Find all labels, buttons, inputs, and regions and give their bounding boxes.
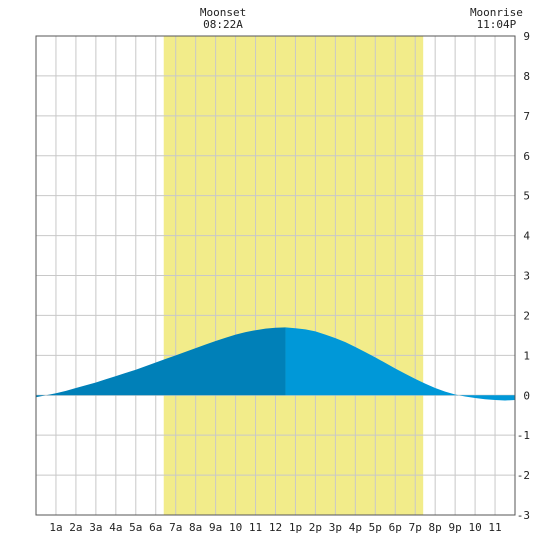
x-tick-label: 6p	[389, 521, 402, 534]
y-tick-label: 0	[523, 389, 530, 402]
y-axis-labels: -3 -2 -1 0 1 2 3 4 5 6 7 8 9	[517, 30, 531, 522]
grid	[36, 35, 515, 516]
x-tick-label: 12	[269, 521, 282, 534]
tide-area-falling	[285, 327, 515, 401]
x-tick-label: 4p	[349, 521, 362, 534]
y-tick-label: -1	[517, 429, 530, 442]
y-tick-label: 8	[523, 70, 530, 83]
y-tick-label: 7	[523, 110, 530, 123]
x-axis-labels: 1a 2a 3a 4a 5a 6a 7a 8a 9a 10 11 12 1p 2p 3p 4p 5p 6p 7p 8p…	[49, 521, 501, 534]
y-tick-label: 9	[523, 30, 530, 43]
y-tick-label: 3	[523, 270, 530, 283]
y-tick-label: 6	[523, 150, 530, 163]
x-tick-label: 4a	[109, 521, 122, 534]
y-tick-label: 5	[523, 190, 530, 203]
x-tick-label: 5a	[129, 521, 142, 534]
x-tick-label: 8p	[429, 521, 442, 534]
y-tick-label: -2	[517, 469, 530, 482]
x-tick-label: 10	[229, 521, 242, 534]
y-tick-label: 2	[523, 309, 530, 322]
y-tick-label: 4	[523, 230, 530, 243]
x-tick-label: 7p	[409, 521, 422, 534]
x-tick-label: 11	[488, 521, 501, 534]
y-tick-label: -3	[517, 509, 530, 522]
moon-event-name: Moonset	[200, 6, 246, 19]
tide-area-rising	[36, 327, 286, 398]
plot-frame	[35, 35, 516, 516]
x-tick-label: 11	[249, 521, 262, 534]
x-tick-label: 6a	[149, 521, 162, 534]
x-tick-label: 9a	[209, 521, 222, 534]
x-tick-label: 8a	[189, 521, 202, 534]
x-tick-label: 7a	[169, 521, 182, 534]
x-tick-label: 3p	[329, 521, 342, 534]
x-tick-label: 5p	[369, 521, 382, 534]
x-tick-label: 3a	[89, 521, 102, 534]
x-tick-label: 2a	[69, 521, 82, 534]
x-tick-label: 1a	[49, 521, 62, 534]
x-tick-label: 1p	[289, 521, 302, 534]
x-tick-label: 10	[468, 521, 481, 534]
moon-event-time: 11:04P	[477, 18, 517, 31]
moon-event-time: 08:22A	[203, 18, 243, 31]
y-tick-label: 1	[523, 349, 530, 362]
x-tick-label: 2p	[309, 521, 322, 534]
moon-event-name: Moonrise	[470, 6, 523, 19]
x-tick-label: 9p	[449, 521, 462, 534]
